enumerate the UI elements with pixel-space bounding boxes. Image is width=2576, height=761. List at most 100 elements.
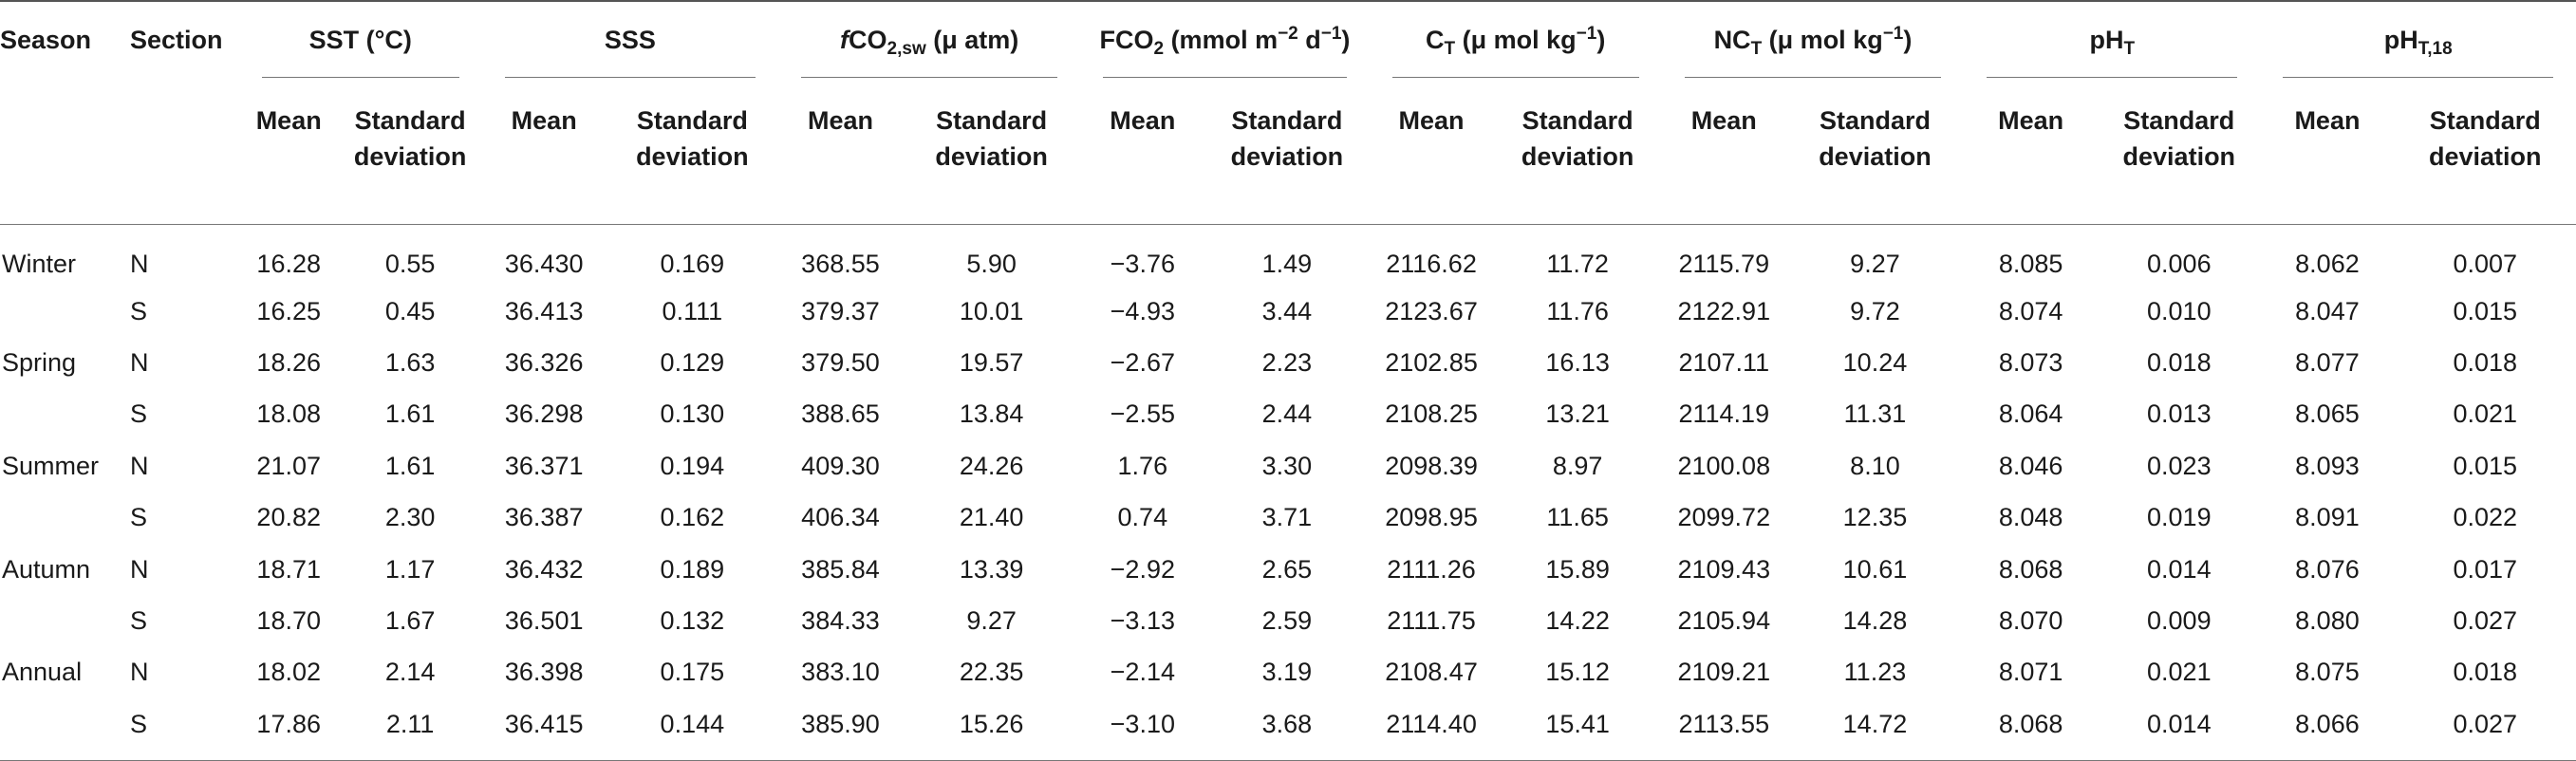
header-standard-deviation: Standard deviation bbox=[2098, 78, 2261, 225]
cell-mean: 8.085 bbox=[1998, 249, 2063, 278]
cell-standard-deviation: 2.23 bbox=[1261, 348, 1313, 378]
cell-section: N bbox=[130, 554, 149, 584]
cell-standard-deviation: 14.28 bbox=[1842, 606, 1908, 636]
cell-mean: 36.430 bbox=[504, 249, 584, 278]
cell-mean: 17.86 bbox=[238, 698, 339, 761]
cell-mean: 2122.91 bbox=[1677, 296, 1771, 325]
cell-standard-deviation: 10.01 bbox=[959, 296, 1024, 325]
cell-standard-deviation: 2.30 bbox=[384, 503, 436, 532]
cell-standard-deviation: 3.19 bbox=[1261, 658, 1313, 687]
cell-mean: 409.30 bbox=[801, 451, 880, 480]
cell-mean: 0.74 bbox=[1117, 503, 1168, 532]
cell-mean: 36.298 bbox=[504, 399, 584, 429]
header-sd-line1: Standard bbox=[2123, 106, 2235, 135]
header-pht18: pHT,18 bbox=[2260, 0, 2576, 78]
cell-standard-deviation: 0.55 bbox=[384, 249, 436, 278]
header-nct: NCT (μ mol kg−1) bbox=[1661, 0, 1965, 78]
cell-standard-deviation: 0.023 bbox=[2147, 451, 2212, 480]
cell-standard-deviation: 8.97 bbox=[1552, 451, 1603, 480]
cell-standard-deviation: 15.12 bbox=[1545, 658, 1610, 687]
cell-mean: 2113.55 bbox=[1661, 698, 1786, 761]
cell-mean: 2111.75 bbox=[1387, 606, 1476, 636]
header-mean: Mean bbox=[481, 78, 607, 225]
table-row: Spring N 18.26 1.63 36.326 0.129 379.50 19.57 −2… bbox=[0, 337, 2576, 388]
cell-mean: 2114.19 bbox=[1678, 399, 1770, 429]
cell-mean: 2105.94 bbox=[1677, 606, 1771, 636]
table-body: Winter N 16.28 0.55 36.430 0.169 368.55 5.90 −3.… bbox=[0, 225, 2576, 761]
cell-standard-deviation: 0.006 bbox=[2147, 249, 2212, 278]
cell-mean: 2108.47 bbox=[1385, 658, 1478, 687]
cell-mean: 18.08 bbox=[256, 399, 321, 429]
cell-mean: −3.10 bbox=[1080, 698, 1205, 761]
header-pht: pHT bbox=[1964, 0, 2261, 78]
cell-mean: −2.55 bbox=[1110, 399, 1175, 429]
cell-standard-deviation: 0.027 bbox=[2453, 606, 2518, 636]
cell-standard-deviation: 0.010 bbox=[2147, 296, 2212, 325]
cell-mean: 379.50 bbox=[801, 348, 880, 378]
cell-mean: 8.077 bbox=[2295, 348, 2360, 378]
header-mean: Mean bbox=[778, 78, 903, 225]
cell-season: Spring bbox=[2, 348, 77, 378]
cell-standard-deviation: 0.017 bbox=[2453, 554, 2518, 584]
cell-standard-deviation: 11.31 bbox=[1843, 399, 1907, 429]
cell-standard-deviation: 11.23 bbox=[1843, 658, 1907, 687]
cell-standard-deviation: 0.132 bbox=[660, 606, 725, 636]
cell-season: Summer bbox=[2, 451, 100, 480]
cell-mean: 2109.43 bbox=[1677, 554, 1771, 584]
cell-mean: 2102.85 bbox=[1385, 348, 1478, 378]
cell-mean: 36.326 bbox=[504, 348, 584, 378]
header-sd-line2: deviation bbox=[2428, 142, 2542, 171]
cell-mean: 2114.40 bbox=[1369, 698, 1494, 761]
table-row: Autumn N 18.71 1.17 36.432 0.189 385.84 13.39 −2… bbox=[0, 544, 2576, 595]
cell-section: N bbox=[130, 348, 149, 378]
cell-mean: 8.091 bbox=[2295, 503, 2360, 532]
cell-mean: 8.074 bbox=[1998, 296, 2063, 325]
cell-standard-deviation: 1.67 bbox=[384, 606, 436, 636]
cell-mean: 36.415 bbox=[481, 698, 607, 761]
header-mean: Mean bbox=[1964, 78, 2099, 225]
cell-standard-deviation: 14.22 bbox=[1545, 606, 1610, 636]
table-row: Annual N 18.02 2.14 36.398 0.175 383.10 22.35 −2… bbox=[0, 647, 2576, 698]
cell-standard-deviation: 1.49 bbox=[1261, 249, 1313, 278]
cell-mean: 8.068 bbox=[1998, 554, 2063, 584]
cell-mean: 36.387 bbox=[504, 503, 584, 532]
header-standard-deviation: Standard deviation bbox=[1204, 78, 1370, 225]
cell-season: Autumn bbox=[2, 554, 91, 584]
cell-standard-deviation: 1.17 bbox=[384, 554, 436, 584]
header-ct: CT (μ mol kg−1) bbox=[1369, 0, 1662, 78]
cell-standard-deviation: 3.71 bbox=[1261, 503, 1313, 532]
cell-mean: −4.93 bbox=[1110, 296, 1175, 325]
cell-mean: 36.432 bbox=[504, 554, 584, 584]
cell-mean: 383.10 bbox=[801, 658, 880, 687]
cell-mean: 8.065 bbox=[2295, 399, 2360, 429]
cell-mean: 8.048 bbox=[1998, 503, 2063, 532]
cell-standard-deviation: 5.90 bbox=[966, 249, 1017, 278]
cell-standard-deviation: 2.14 bbox=[384, 658, 436, 687]
header-sss: SSS bbox=[481, 0, 778, 78]
cell-standard-deviation: 0.111 bbox=[662, 296, 723, 325]
cell-standard-deviation: 14.72 bbox=[1785, 698, 1965, 761]
cell-section: N bbox=[130, 249, 149, 278]
cell-standard-deviation: 3.68 bbox=[1204, 698, 1370, 761]
cell-standard-deviation: 0.194 bbox=[660, 451, 725, 480]
header-mean: Mean bbox=[1369, 78, 1494, 225]
cell-mean: 8.093 bbox=[2295, 451, 2360, 480]
cell-mean: 388.65 bbox=[801, 399, 880, 429]
header-standard-deviation: Standard deviation bbox=[1785, 78, 1965, 225]
cell-mean: 2099.72 bbox=[1677, 503, 1771, 532]
cell-standard-deviation: 2.44 bbox=[1261, 399, 1313, 429]
cell-mean: 384.33 bbox=[801, 606, 880, 636]
cell-standard-deviation: 1.63 bbox=[384, 348, 436, 378]
cell-standard-deviation: 0.018 bbox=[2453, 658, 2518, 687]
cell-mean: 16.28 bbox=[256, 249, 321, 278]
cell-mean: 18.26 bbox=[256, 348, 321, 378]
cell-standard-deviation: 0.015 bbox=[2453, 451, 2518, 480]
cell-mean: 8.046 bbox=[1998, 451, 2063, 480]
cell-standard-deviation: 0.175 bbox=[660, 658, 725, 687]
header-sd-line1: Standard bbox=[1521, 106, 1633, 135]
cell-mean: 8.076 bbox=[2295, 554, 2360, 584]
header-sd-line2: deviation bbox=[636, 142, 749, 171]
cell-mean: 8.068 bbox=[1964, 698, 2099, 761]
cell-section: N bbox=[130, 451, 149, 480]
cell-mean: 8.073 bbox=[1998, 348, 2063, 378]
